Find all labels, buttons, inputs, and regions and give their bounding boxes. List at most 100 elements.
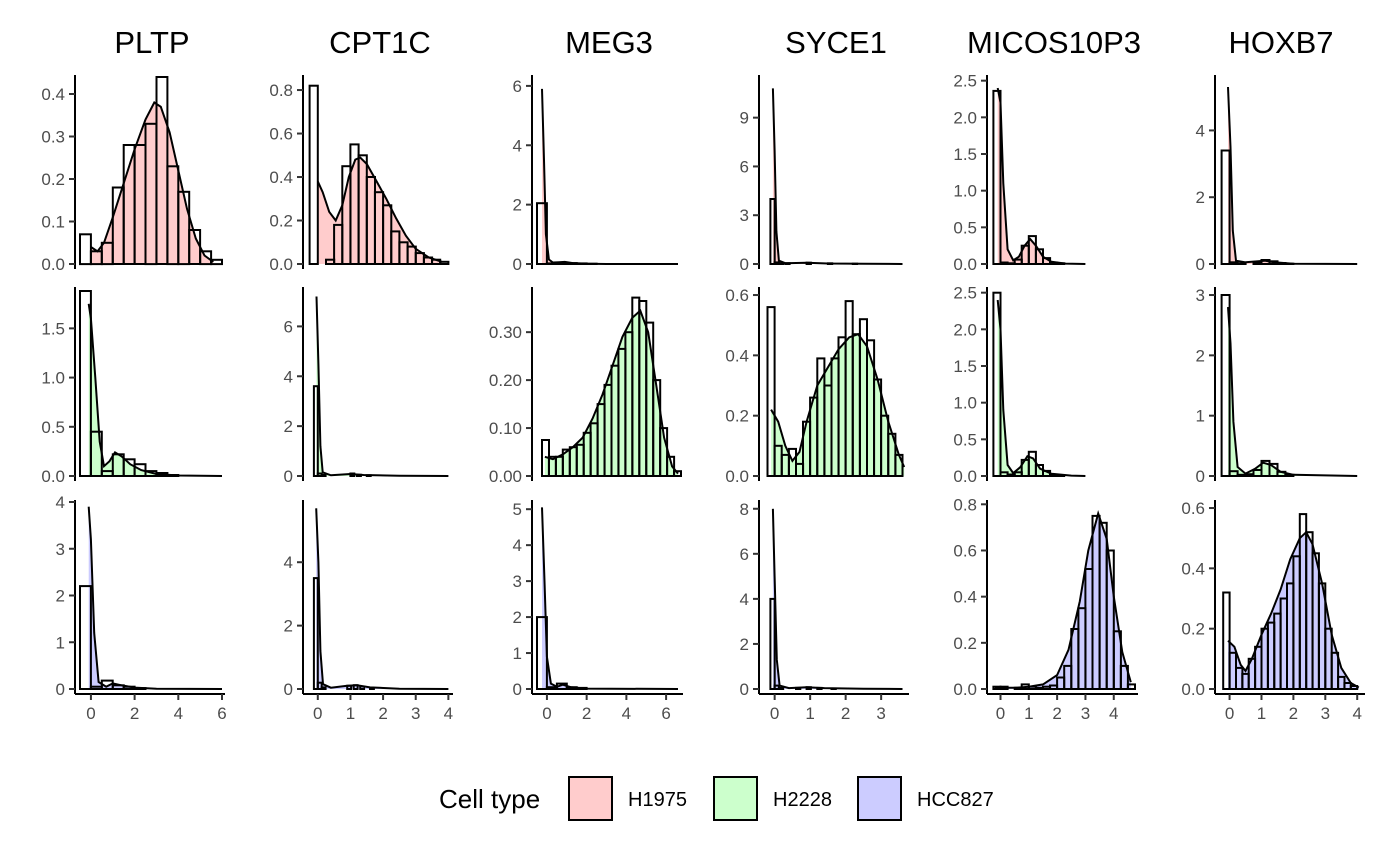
y-tick-label: 0 [284,680,293,699]
density-line [541,507,679,690]
y-tick-label: 2.0 [953,320,977,339]
x-tick-label: 1 [805,704,814,723]
histogram-bar [79,585,92,690]
y-tick-label: 9 [740,109,749,128]
y-tick-label: 0.2 [953,634,977,653]
y-tick-label: 0 [1196,467,1205,486]
y-tick-label: 1.5 [953,145,977,164]
panel-pltp-h1975: 0.0 0.1 0.2 0.3 0.4 [41,75,224,274]
histogram-bar [545,686,558,691]
y-tick-label: 0.0 [725,467,749,486]
histogram-bar [199,250,213,266]
panel-micos10p3-hcc827: 0.0 0.2 0.4 0.6 0.8 0 1 2 3 4 [953,495,1138,723]
density-area [772,508,903,689]
x-tick-label: 2 [582,704,591,723]
density-area [316,508,449,689]
y-tick-label: 2 [1196,346,1205,365]
histogram-bar [308,84,319,265]
histogram-bar [320,686,327,691]
histogram-bar [316,681,323,691]
histogram-bar [1228,261,1239,265]
density-area [542,507,678,689]
column-title-hoxb7: HOXB7 [1228,25,1333,60]
x-tick-label: 0 [542,704,551,723]
y-tick-label: 2.5 [953,72,977,91]
histogram-bar [1244,473,1255,478]
x-tick-label: 2 [1052,704,1061,723]
histogram-bar [787,447,798,477]
histogram-bar [210,258,224,266]
y-tick-label: 0.8 [269,81,293,100]
y-tick-label: 0.2 [41,170,65,189]
histogram-bar [992,89,1002,266]
panel-hoxb7-hcc827: 0.0 0.2 0.4 0.6 0 1 2 3 4 [1181,499,1365,723]
y-tick-label: 4 [1196,121,1205,140]
density-line [544,308,679,475]
histogram-bar [1228,470,1239,478]
y-tick-label: 0 [284,467,293,486]
y-tick-label: 4 [56,493,65,512]
legend-swatch-h2228 [713,776,758,821]
y-tick-label: 0 [56,680,65,699]
y-tick-label: 0.6 [1181,499,1205,518]
legend-swatch-hcc827 [857,776,902,821]
y-tick-label: 2 [513,196,522,215]
density-area [542,88,678,265]
column-title-cpt1c: CPT1C [329,25,431,60]
y-tick-label: 2.5 [953,284,977,303]
y-tick-label: 0.5 [41,418,65,437]
y-tick-label: 0.2 [269,212,293,231]
y-tick-label: 1.5 [41,319,65,338]
histogram-bar [1220,294,1231,477]
histogram-bar [320,473,327,477]
y-tick-label: 6 [740,157,749,176]
y-tick-label: 2 [513,608,522,627]
x-tick-label: 4 [622,704,631,723]
density-line [316,156,443,263]
y-tick-label: 3 [513,572,522,591]
micos-title-clip [1156,20,1178,65]
panel-syce1-h1975: 0 3 6 9 [740,75,903,274]
histogram-bar [79,233,92,266]
y-tick-label: 4 [513,136,522,155]
column-title-micos10p3: MICOS10P3 [967,25,1141,60]
panel-cpt1c-hcc827: 0 2 4 0 1 2 3 4 [284,500,453,723]
y-tick-label: 0.1 [41,213,65,232]
y-tick-label: 0 [513,680,522,699]
y-tick-label: 0.30 [489,323,522,342]
density-line [994,510,1132,689]
y-tick-label: 5 [513,500,522,519]
y-tick-label: 3 [1196,286,1205,305]
y-tick-label: 0 [1196,255,1205,274]
histogram-bar [536,202,548,265]
y-tick-label: 4 [284,553,293,572]
histogram-bar [777,686,785,691]
density-area [88,506,222,689]
density-area [994,513,1131,689]
x-tick-label: 2 [130,704,139,723]
density-area [316,296,449,476]
histogram-bar [1119,664,1129,691]
histogram-bar [666,455,676,477]
y-tick-label: 0.0 [1181,680,1205,699]
panel-meg3-h2228: 0.00 0.10 0.20 0.30 [489,287,682,486]
y-tick-label: 6 [740,545,749,564]
x-tick-label: 6 [661,704,670,723]
y-tick-label: 3 [56,540,65,559]
y-tick-label: 1.0 [953,182,977,201]
y-tick-label: 6 [284,317,293,336]
y-tick-label: 0.4 [269,168,293,187]
y-tick-label: 0 [740,680,749,699]
panel-meg3-hcc827: 0 1 2 3 4 5 0 2 4 6 [513,500,683,723]
density-area [997,300,1086,476]
histogram-bar [312,577,319,690]
x-tick-label: 3 [1081,704,1090,723]
x-tick-label: 1 [1257,704,1266,723]
density-line [996,299,1086,477]
panel-syce1-h2228: 0.0 0.2 0.4 0.6 [725,286,906,486]
y-tick-label: 0.8 [953,495,977,514]
legend-label-h2228: H2228 [773,789,832,811]
density-line [541,88,678,265]
x-tick-label: 0 [86,704,95,723]
